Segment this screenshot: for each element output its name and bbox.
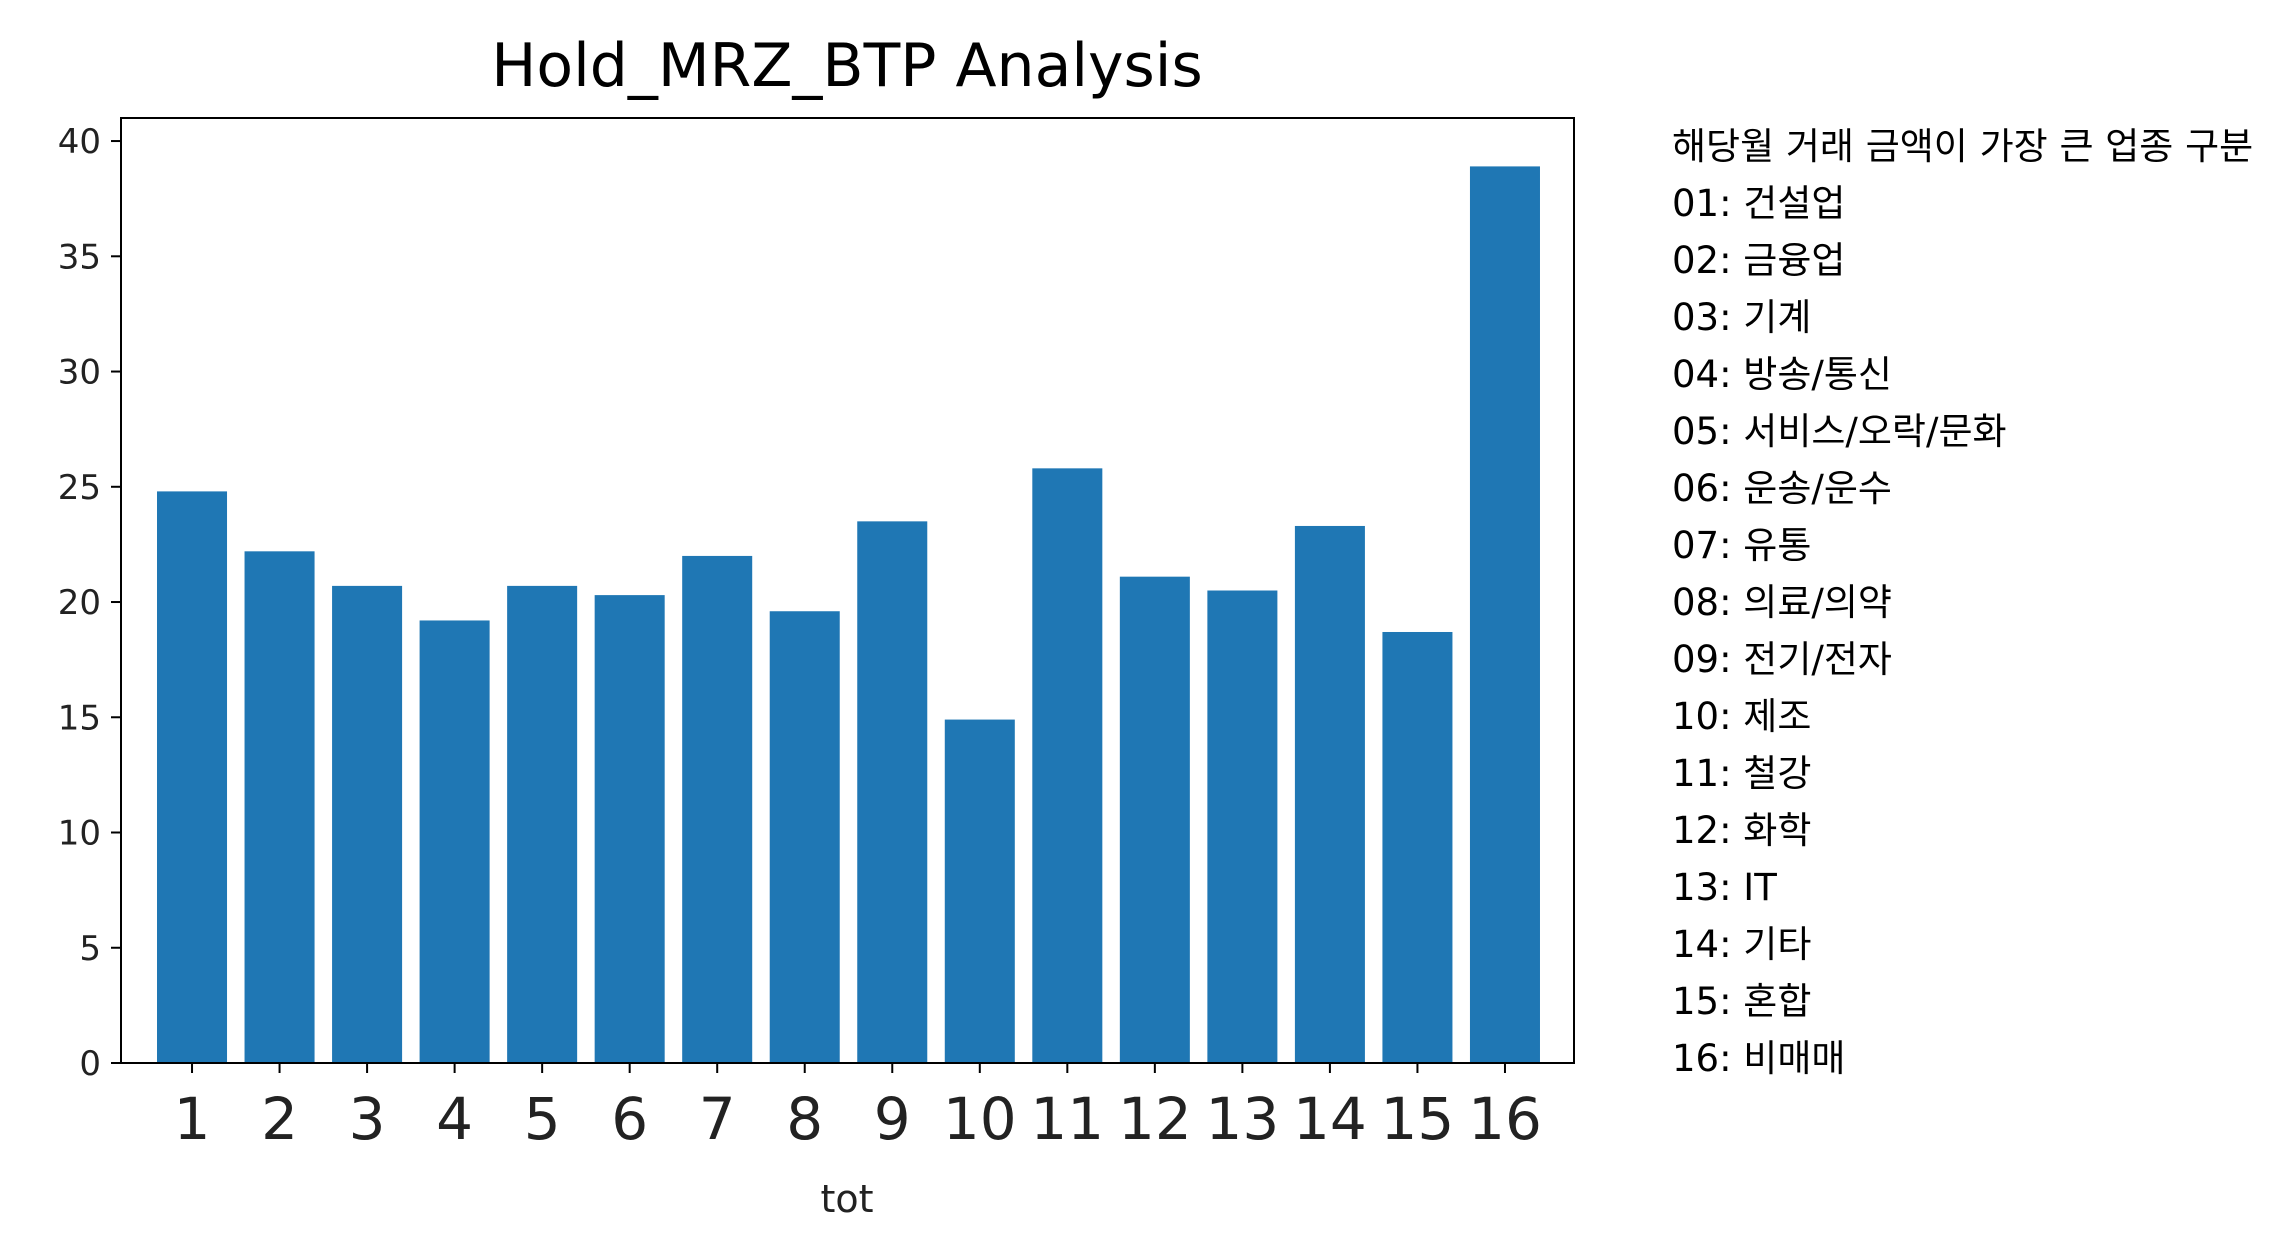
y-tick-label: 30: [58, 353, 101, 393]
y-tick-label: 35: [58, 237, 101, 277]
legend-item: 05: 서비스/오락/문화: [1672, 410, 2007, 453]
x-tick-label: 7: [699, 1085, 736, 1153]
industry-code-legend: 해당월 거래 금액이 가장 큰 업종 구분 01: 건설업 02: 금융업 03…: [1672, 118, 2272, 1087]
bar-8: [769, 611, 840, 1063]
legend-item: 08: 의료/의약: [1672, 581, 1892, 624]
bar-10: [944, 719, 1015, 1063]
x-tick-label: 9: [874, 1085, 911, 1153]
bar-6: [594, 595, 665, 1063]
bar-16: [1469, 166, 1540, 1063]
y-tick-label: 10: [58, 814, 101, 854]
legend-item: 03: 기계: [1672, 296, 1812, 339]
legend-item: 01: 건설업: [1672, 182, 1846, 225]
x-tick-label: 1: [174, 1085, 211, 1153]
y-tick-label: 5: [79, 929, 101, 969]
x-tick-label: 16: [1468, 1085, 1542, 1153]
x-axis-label: tot: [820, 1177, 873, 1221]
bar-14: [1294, 525, 1365, 1063]
x-tick-label: 13: [1205, 1085, 1279, 1153]
plot-frame: [120, 117, 1575, 1064]
y-axis: 0 5 10 15 20 25 30 35 40: [58, 122, 121, 1084]
y-tick-label: 15: [58, 698, 101, 738]
bar-4: [419, 620, 490, 1063]
x-tick-label: 11: [1030, 1085, 1104, 1153]
legend-item: 13: IT: [1672, 866, 1777, 909]
x-tick-label: 5: [524, 1085, 561, 1153]
bar-13: [1207, 590, 1278, 1063]
x-axis: 1 2 3 4 5 6 7 8 9 10 11 12 13 14 15 16: [174, 1063, 1542, 1153]
bar-15: [1382, 631, 1453, 1063]
x-tick-label: 12: [1118, 1085, 1192, 1153]
y-tick-label: 25: [58, 468, 101, 508]
legend-item: 06: 운송/운수: [1672, 467, 1892, 510]
y-tick-label: 20: [58, 583, 101, 623]
bar-1: [157, 491, 228, 1063]
legend-item: 14: 기타: [1672, 923, 1812, 966]
legend-item: 11: 철강: [1672, 752, 1812, 795]
bar-3: [332, 585, 403, 1063]
bar-7: [682, 555, 753, 1063]
x-tick-label: 10: [943, 1085, 1017, 1153]
bar-12: [1119, 576, 1190, 1063]
x-tick-label: 6: [611, 1085, 648, 1153]
y-tick-label: 40: [58, 122, 101, 162]
x-tick-label: 4: [436, 1085, 473, 1153]
bars-layer: [157, 166, 1540, 1064]
bar-5: [507, 585, 578, 1063]
legend-item: 04: 방송/통신: [1672, 353, 1892, 396]
bar-2: [244, 551, 315, 1063]
legend-item: 16: 비매매: [1672, 1037, 1846, 1080]
bar-11: [1032, 468, 1103, 1064]
chart-title: Hold_MRZ_BTP Analysis: [491, 31, 1202, 101]
legend-item: 15: 혼합: [1672, 980, 1812, 1023]
x-tick-label: 2: [261, 1085, 298, 1153]
legend-title: 해당월 거래 금액이 가장 큰 업종 구분: [1672, 125, 2254, 168]
legend-item: 12: 화학: [1672, 809, 1812, 852]
legend-item: 10: 제조: [1672, 695, 1812, 738]
x-tick-label: 3: [349, 1085, 386, 1153]
legend-item: 09: 전기/전자: [1672, 638, 1892, 681]
x-tick-label: 14: [1293, 1085, 1367, 1153]
x-tick-label: 8: [786, 1085, 823, 1153]
bar-9: [857, 521, 928, 1063]
legend-item: 02: 금융업: [1672, 239, 1846, 282]
legend-item: 07: 유통: [1672, 524, 1812, 567]
y-tick-label: 0: [79, 1044, 101, 1084]
x-tick-label: 15: [1381, 1085, 1455, 1153]
